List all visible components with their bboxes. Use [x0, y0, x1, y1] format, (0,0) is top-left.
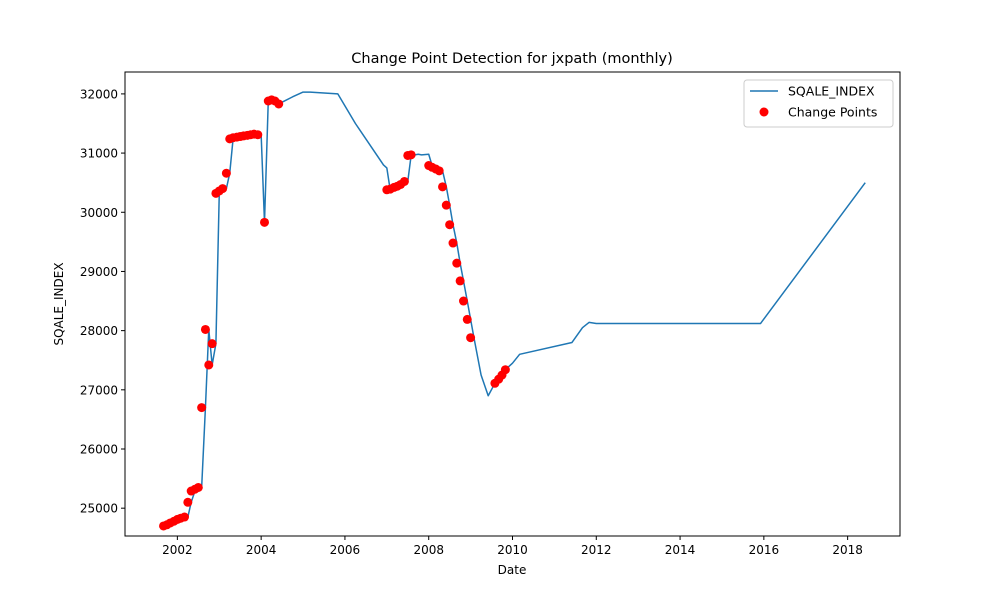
change-point	[466, 333, 476, 343]
change-point	[260, 217, 269, 227]
x-tick-label: 2002	[162, 543, 193, 557]
y-axis-label: SQALE_INDEX	[52, 262, 66, 345]
change-point	[179, 512, 189, 522]
line-layer	[163, 91, 866, 527]
points-layer	[159, 95, 510, 531]
chart-title: Change Point Detection for jxpath (month…	[351, 51, 673, 67]
legend: SQALE_INDEX Change Points	[743, 79, 894, 128]
x-axis: 2002 2004 2006 2008 2010 2012 2014 2016 2018	[162, 536, 863, 557]
y-tick-label: 26000	[80, 443, 118, 457]
x-tick-label: 2014	[665, 543, 696, 557]
legend-label-change-points: Change Points	[788, 105, 877, 120]
change-point	[218, 184, 228, 194]
x-tick-label: 2018	[832, 543, 863, 557]
series-line-sqale-index	[163, 91, 866, 527]
legend-point-swatch	[759, 107, 769, 117]
y-tick-label: 31000	[80, 147, 118, 161]
x-tick-label: 2006	[330, 543, 361, 557]
change-point	[221, 168, 231, 178]
y-tick-label: 28000	[80, 324, 118, 338]
change-point	[253, 130, 263, 140]
x-tick-label: 2016	[749, 543, 780, 557]
change-point	[438, 182, 448, 192]
change-point	[452, 258, 462, 268]
change-point	[462, 314, 472, 324]
legend-label-sqale-index: SQALE_INDEX	[788, 84, 875, 99]
change-point	[458, 296, 468, 306]
change-point	[441, 200, 451, 210]
change-point	[406, 150, 416, 160]
change-point	[274, 99, 284, 109]
x-tick-label: 2012	[581, 543, 612, 557]
change-point	[204, 360, 214, 370]
change-point	[183, 497, 193, 507]
change-point	[500, 365, 510, 375]
x-tick-label: 2010	[497, 543, 528, 557]
change-point	[207, 339, 217, 349]
change-point	[455, 276, 465, 286]
y-tick-label: 25000	[80, 502, 118, 516]
change-point	[399, 176, 409, 186]
y-tick-label: 29000	[80, 265, 118, 279]
change-point	[445, 220, 455, 230]
legend-box	[743, 79, 894, 128]
y-tick-label: 27000	[80, 383, 118, 397]
change-point	[434, 166, 444, 176]
change-point	[448, 238, 458, 248]
plot-area	[159, 91, 866, 531]
change-point	[193, 482, 203, 492]
y-tick-label: 30000	[80, 206, 118, 220]
change-point	[197, 403, 207, 413]
change-point	[200, 324, 210, 334]
y-axis: 25000 26000 27000 28000 29000 30000 31000 32000	[80, 87, 125, 516]
y-tick-label: 32000	[80, 87, 118, 101]
x-axis-label: Date	[498, 563, 527, 577]
x-tick-label: 2004	[246, 543, 277, 557]
x-tick-label: 2008	[413, 543, 444, 557]
